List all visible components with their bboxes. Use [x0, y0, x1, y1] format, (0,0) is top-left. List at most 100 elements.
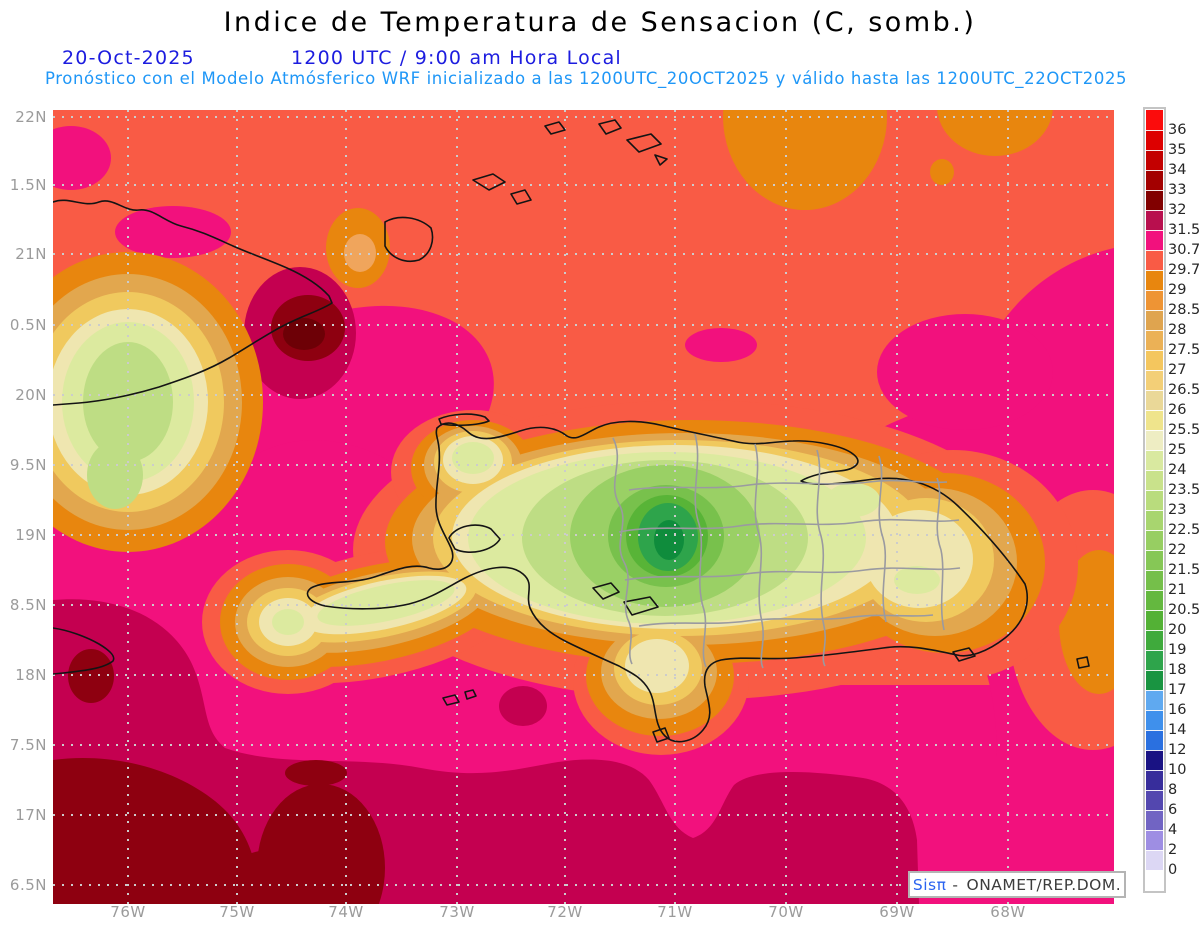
colorbar-tick-label: 33 — [1168, 182, 1187, 198]
colorbar-segment — [1146, 130, 1163, 150]
colorbar-segment — [1146, 570, 1163, 590]
colorbar-tick-label: 23 — [1168, 502, 1187, 518]
colorbar-segment — [1146, 170, 1163, 190]
colorbar-tick-label: 28.5 — [1168, 302, 1200, 318]
colorbar-segment — [1146, 730, 1163, 750]
colorbar-tick-label: 6 — [1168, 802, 1178, 818]
colorbar-tick-label: 10 — [1168, 762, 1187, 778]
caicos-islands-outline — [472, 121, 566, 205]
contour-blob — [877, 314, 1053, 430]
tortuga-island-outline — [438, 413, 490, 427]
lakes-outline — [592, 582, 659, 616]
lon-tick-label: 74W — [328, 903, 364, 921]
watermark-brand: Sisπ — [912, 875, 947, 894]
colorbar-segment — [1146, 750, 1163, 770]
contour-fills — [53, 110, 1114, 904]
border-line — [628, 479, 948, 491]
colorbar-tick-label: 29 — [1168, 282, 1187, 298]
colorbar-tick-label: 32 — [1168, 202, 1187, 218]
contour-blob — [53, 757, 259, 904]
colorbar-segment — [1146, 150, 1163, 170]
lat-tick-label: 17N — [15, 806, 47, 824]
colorbar-tick-label: 8 — [1168, 782, 1178, 798]
border-line — [624, 567, 961, 581]
colorbar-tick-label: 21.5 — [1168, 562, 1200, 578]
colorbar-segment — [1146, 190, 1163, 210]
lat-tick-label: 1.5N — [9, 176, 47, 194]
colorbar-tick-label: 21 — [1168, 582, 1187, 598]
colorbar-segment — [1146, 650, 1163, 670]
colorbar-segment — [1146, 590, 1163, 610]
contour-blob — [53, 126, 111, 190]
lon-tick-label: 72W — [547, 903, 583, 921]
coastlines — [53, 119, 1090, 743]
colorbar-tick-label: 30.7 — [1168, 242, 1200, 258]
province-borders — [612, 433, 961, 669]
lon-tick-label: 69W — [879, 903, 915, 921]
colorbar-tick-label: 22 — [1168, 542, 1187, 558]
colorbar-segment — [1146, 530, 1163, 550]
turks-islands-outline — [598, 119, 668, 166]
jamaica-coastline — [53, 627, 115, 675]
contour-map — [53, 110, 1114, 904]
lat-tick-label: 21N — [15, 245, 47, 263]
colorbar-tick-label: 19 — [1168, 642, 1187, 658]
contour-blob — [685, 328, 757, 362]
border-line — [754, 443, 764, 669]
beata-island-outline — [652, 727, 670, 743]
forecast-time: 1200 UTC / 9:00 am Hora Local — [291, 47, 622, 69]
border-line — [612, 437, 633, 665]
colorbar-segment — [1146, 430, 1163, 450]
colorbar-segment — [1146, 610, 1163, 630]
colorbar-segment — [1146, 270, 1163, 290]
contour-blob — [654, 520, 684, 560]
model-init-line: Pronóstico con el Modelo Atmósferico WRF… — [45, 69, 1128, 88]
inagua-island-outline — [384, 216, 434, 262]
lat-tick-label: 22N — [15, 108, 47, 126]
colorbar-tick-label: 17 — [1168, 682, 1187, 698]
contour-blob — [894, 566, 940, 594]
colorbar-segment — [1146, 250, 1163, 270]
colorbar-segment — [1146, 230, 1163, 250]
contour-blob — [83, 342, 173, 462]
colorbar-segment — [1146, 630, 1163, 650]
lat-tick-label: 0.5N — [9, 316, 47, 334]
contour-blob — [499, 686, 547, 726]
colorbar-tick-label: 4 — [1168, 822, 1178, 838]
lat-tick-label: 6.5N — [9, 876, 47, 894]
colorbar-segment — [1146, 330, 1163, 350]
watermark-separator: - — [952, 875, 959, 894]
colorbar-tick-label: 31.5 — [1168, 222, 1200, 238]
colorbar-tick-label: 26 — [1168, 402, 1187, 418]
page-title: Indice de Temperatura de Sensacion (C, s… — [223, 7, 977, 38]
lon-tick-label: 76W — [110, 903, 146, 921]
border-line — [694, 433, 707, 668]
watermark-org: ONAMET/REP.DOM. — [966, 875, 1122, 894]
border-line — [618, 518, 960, 533]
colorbar-segment — [1146, 350, 1163, 370]
lat-tick-label: 18N — [15, 666, 47, 684]
contour-blob — [115, 206, 231, 258]
lat-tick-label: 7.5N — [9, 736, 47, 754]
lon-tick-label: 70W — [768, 903, 804, 921]
contour-blob — [87, 441, 143, 509]
colorbar-segment — [1146, 710, 1163, 730]
colorbar-segment — [1146, 310, 1163, 330]
colorbar-segment — [1146, 110, 1163, 130]
colorbar-segment — [1146, 210, 1163, 230]
graticule-gridlines — [53, 110, 1114, 904]
colorbar-tick-label: 20 — [1168, 622, 1187, 638]
colorbar-tick-label: 12 — [1168, 742, 1187, 758]
colorbar-segment — [1146, 670, 1163, 690]
colorbar-tick-label: 34 — [1168, 162, 1187, 178]
border-line — [936, 477, 945, 631]
contour-blob — [272, 609, 304, 635]
colorbar-tick-label: 29.7 — [1168, 262, 1200, 278]
colorbar-tick-label: 27.5 — [1168, 342, 1200, 358]
colorbar-tick-label: 25.5 — [1168, 422, 1200, 438]
colorbar-tick-label: 36 — [1168, 122, 1187, 138]
contour-blob — [452, 442, 494, 474]
colorbar-tick-label: 27 — [1168, 362, 1187, 378]
colorbar-segment — [1146, 690, 1163, 710]
header-datetime: 20-Oct-2025 1200 UTC / 9:00 am Hora Loca… — [0, 47, 1200, 69]
